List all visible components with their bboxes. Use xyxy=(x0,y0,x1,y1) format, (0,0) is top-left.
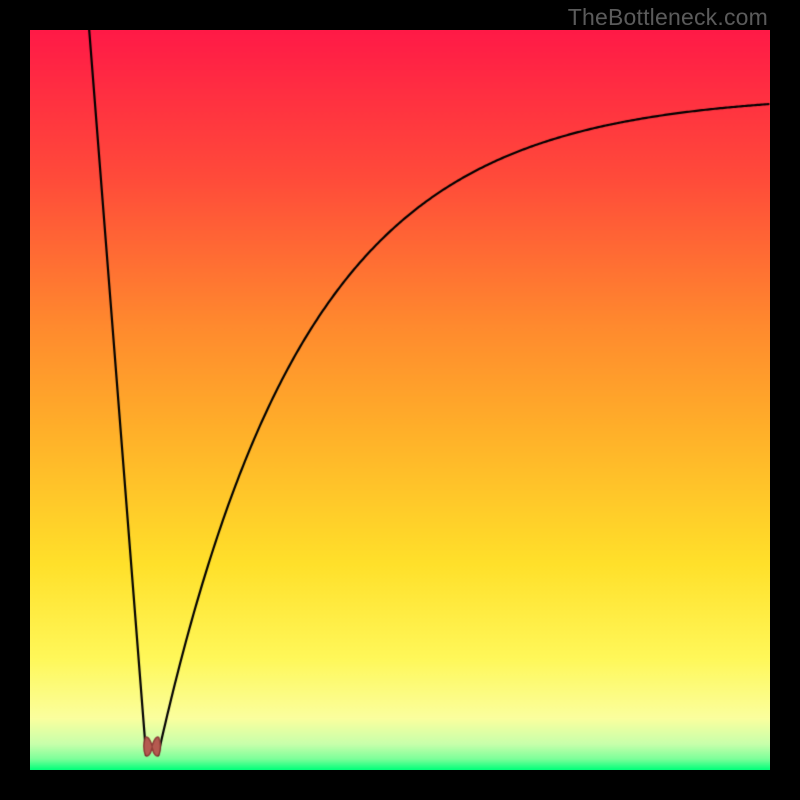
frame-right xyxy=(770,0,800,800)
watermark-text: TheBottleneck.com xyxy=(568,4,768,31)
plot-area xyxy=(30,30,770,770)
frame-bottom xyxy=(0,770,800,800)
frame-left xyxy=(0,0,30,800)
chart-stage: TheBottleneck.com xyxy=(0,0,800,800)
valley-marker xyxy=(30,30,770,770)
